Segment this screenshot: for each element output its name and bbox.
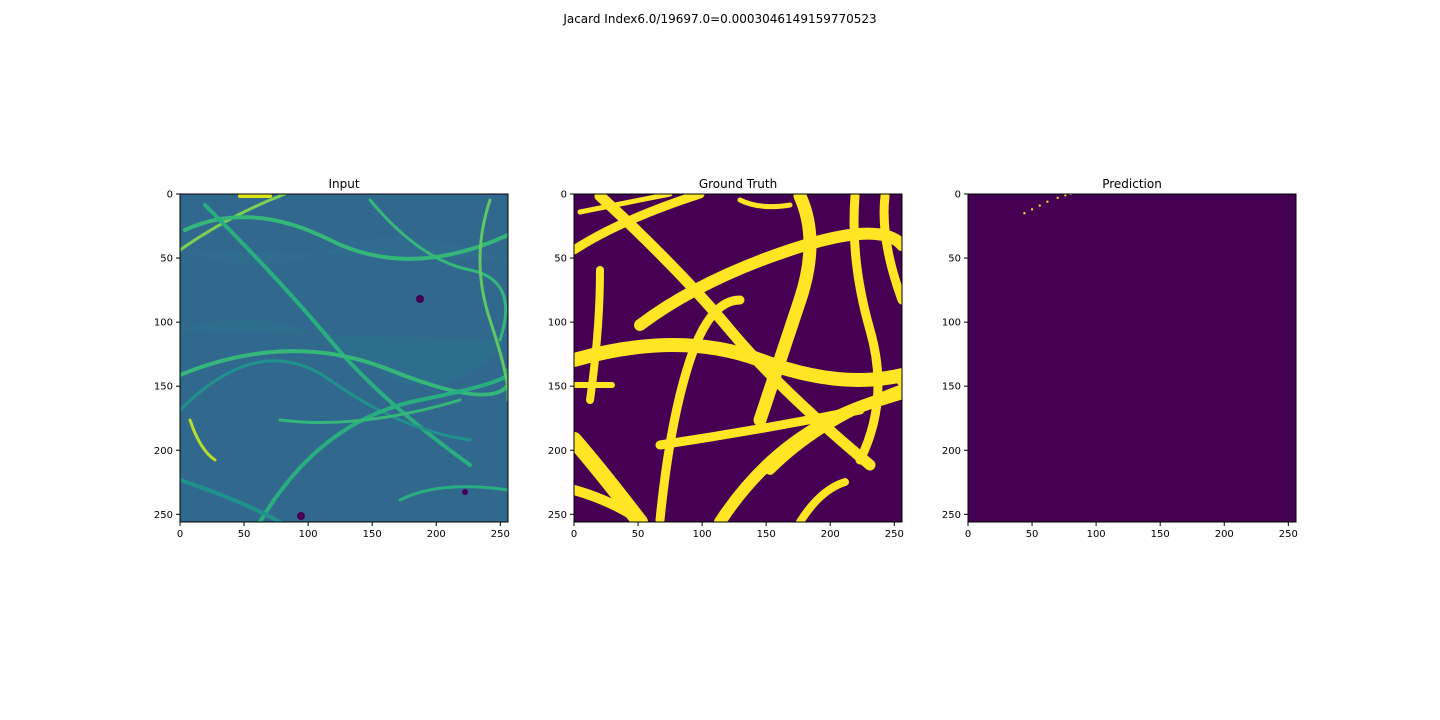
input-fibers	[180, 194, 508, 522]
y-tick-label: 50	[948, 254, 961, 265]
gt-fiber-10	[879, 194, 902, 305]
ground-truth-axes-frame	[573, 193, 903, 523]
gt-fiber-5	[634, 227, 902, 331]
x-tick-label: 50	[632, 529, 645, 540]
x-tick-label: 50	[1026, 529, 1039, 540]
y-tick-label: 0	[561, 190, 567, 201]
input-panel-title: Input	[328, 177, 359, 191]
prediction-pixel	[1056, 196, 1059, 199]
input-fiber-9	[478, 198, 508, 402]
x-tick-label: 100	[299, 529, 318, 540]
input-fiber-10	[180, 478, 282, 522]
gt-fiber-15	[765, 385, 902, 475]
input-texture-1	[180, 237, 508, 265]
x-tick-label: 0	[177, 529, 183, 540]
x-tick-label: 50	[238, 529, 251, 540]
input-image	[180, 194, 508, 522]
gt-fiber-12	[574, 485, 645, 522]
ground-truth-panel: Ground Truth	[548, 177, 904, 541]
ground-truth-panel-title: Ground Truth	[699, 177, 777, 191]
y-tick-label: 50	[554, 254, 567, 265]
input-axes-frame	[179, 193, 509, 523]
x-tick-label: 200	[427, 529, 446, 540]
prediction-pixel	[1023, 212, 1026, 215]
prediction-ticks: 0 50 100 150 200 250 0 50 100 150 200 250	[942, 190, 1298, 541]
y-tick-label: 150	[942, 382, 961, 393]
y-tick-label: 50	[160, 254, 173, 265]
y-tick-label: 250	[942, 510, 961, 521]
input-fiber-11	[188, 418, 217, 462]
y-tick-label: 150	[548, 382, 567, 393]
x-tick-label: 150	[363, 529, 382, 540]
ground-truth-fibers	[574, 194, 902, 522]
input-fiber-8	[368, 198, 508, 342]
gt-fiber-2	[577, 194, 673, 215]
y-tick-label: 200	[548, 446, 567, 457]
input-texture-2	[180, 320, 508, 386]
gt-fiber-6	[655, 295, 745, 522]
y-tick-label: 150	[154, 382, 173, 393]
input-fiber-6	[180, 359, 472, 442]
gt-fiber-18	[737, 197, 793, 210]
x-tick-label: 250	[885, 529, 904, 540]
ground-truth-ticks: 0 50 100 150 200 250 0 50 100 150 200 250	[548, 190, 904, 541]
prediction-image	[968, 194, 1296, 522]
input-fiber-7	[258, 368, 508, 522]
y-tick-label: 100	[942, 318, 961, 329]
input-fiber-12	[278, 398, 462, 424]
y-tick-label: 100	[154, 318, 173, 329]
input-fiber-4	[203, 203, 472, 467]
input-fiber-13	[398, 485, 508, 502]
x-tick-label: 150	[1151, 529, 1170, 540]
prediction-pixel	[1038, 204, 1041, 207]
prediction-axes-frame	[967, 193, 1297, 523]
gt-fiber-8	[753, 194, 817, 427]
gt-fiber-4	[574, 338, 902, 387]
y-tick-label: 250	[548, 510, 567, 521]
x-tick-label: 0	[965, 529, 971, 540]
prediction-panel: Prediction 0 50 100 150 200 250 0 50 100 150 200 25…	[942, 177, 1298, 540]
input-dark-spot-1	[416, 295, 424, 303]
figure-suptitle: Jacard Index6.0/19697.0=0.00030461491597…	[563, 12, 877, 26]
y-tick-label: 100	[548, 318, 567, 329]
prediction-pixel	[1064, 194, 1067, 197]
x-tick-label: 100	[1087, 529, 1106, 540]
x-tick-label: 200	[1215, 529, 1234, 540]
x-tick-label: 200	[821, 529, 840, 540]
input-ticks: 0 50 100 150 200 250 0 50 100 150 200 250	[154, 190, 510, 541]
gt-fiber-9	[849, 194, 883, 465]
x-tick-label: 250	[491, 529, 510, 540]
prediction-panel-title: Prediction	[1102, 177, 1162, 191]
prediction-background	[968, 194, 1296, 522]
x-tick-label: 250	[1279, 529, 1298, 540]
ground-truth-image	[574, 194, 902, 522]
y-tick-label: 200	[154, 446, 173, 457]
input-dark-spot-2	[462, 489, 468, 495]
y-tick-label: 0	[167, 190, 173, 201]
y-tick-label: 0	[955, 190, 961, 201]
prediction-pixel	[1031, 208, 1034, 211]
input-fiber-3	[183, 215, 508, 261]
prediction-pixel	[1046, 200, 1049, 203]
y-tick-label: 200	[942, 446, 961, 457]
input-dark-spot-3	[297, 512, 305, 520]
gt-fiber-16	[796, 478, 849, 522]
x-tick-label: 100	[693, 529, 712, 540]
x-tick-label: 150	[757, 529, 776, 540]
input-fiber-5	[180, 349, 508, 397]
y-tick-label: 250	[154, 510, 173, 521]
x-tick-label: 0	[571, 529, 577, 540]
